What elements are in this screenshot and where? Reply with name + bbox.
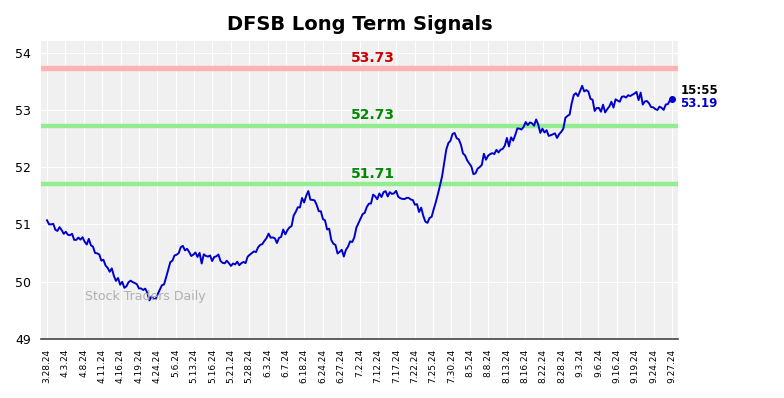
Text: 15:55: 15:55 [681,84,718,97]
Text: 52.73: 52.73 [351,109,395,123]
Bar [41,124,678,127]
Text: 51.71: 51.71 [351,167,395,181]
Title: DFSB Long Term Signals: DFSB Long Term Signals [227,15,492,34]
Text: Stock Traders Daily: Stock Traders Daily [85,290,206,303]
Text: 53.73: 53.73 [351,51,395,65]
Bar [41,182,678,185]
Bar [41,66,678,70]
Text: 53.19: 53.19 [681,97,718,110]
